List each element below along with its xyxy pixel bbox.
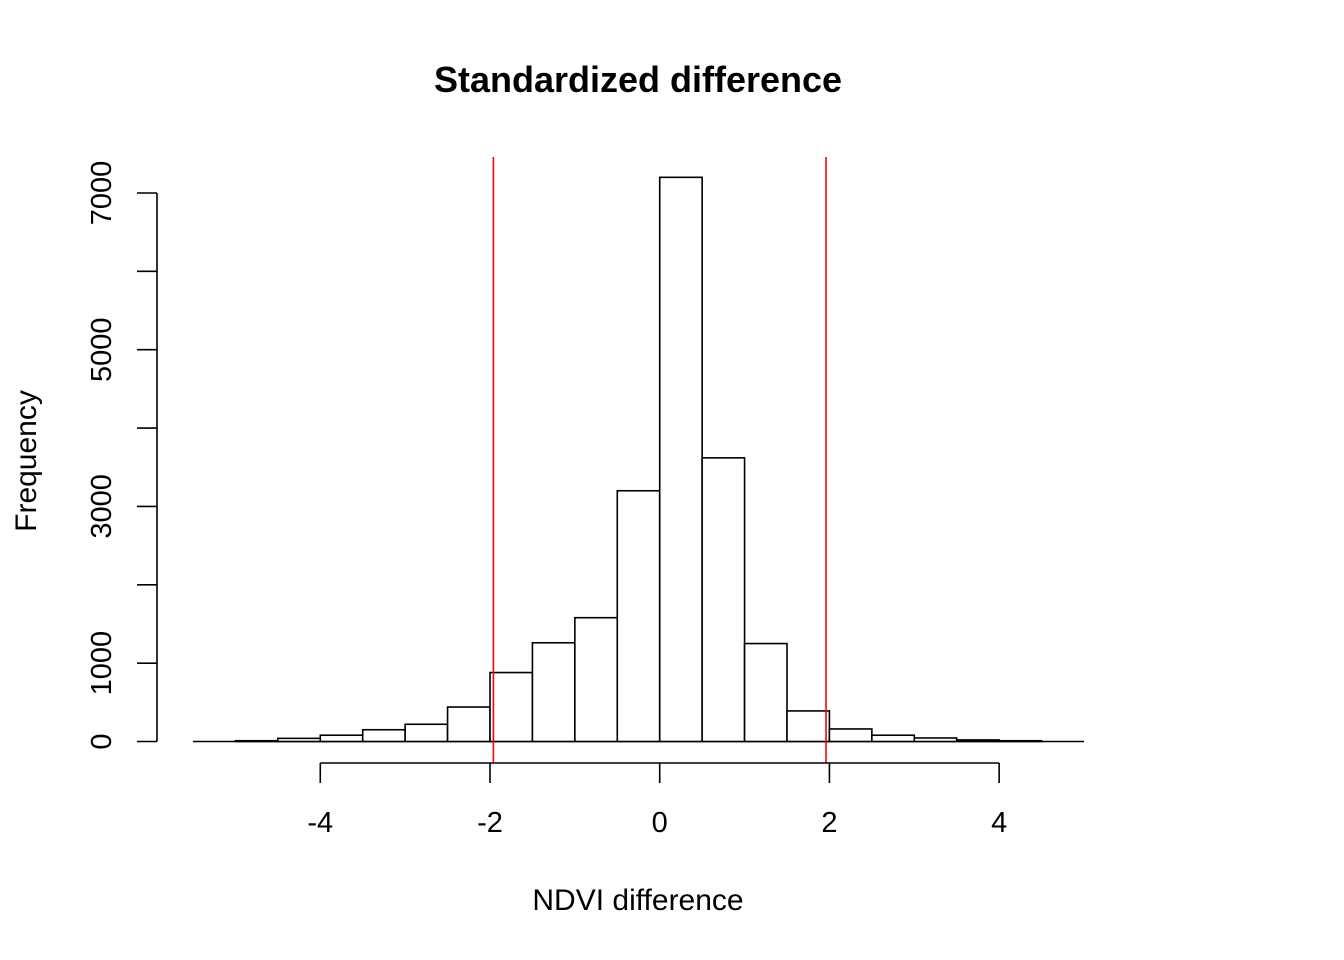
histogram-bar xyxy=(531,641,576,743)
histogram-bar xyxy=(701,457,746,743)
chart-title: Standardized difference xyxy=(434,59,842,100)
histogram-bar xyxy=(319,734,364,743)
histogram-bar xyxy=(361,728,406,743)
y-tick-label: 3000 xyxy=(86,474,118,539)
histogram-bar xyxy=(743,642,788,743)
y-tick-label: 0 xyxy=(86,733,118,749)
x-axis-title: NDVI difference xyxy=(532,884,743,917)
histogram-bar xyxy=(998,739,1043,743)
histogram-bar xyxy=(955,739,1000,743)
bars-group xyxy=(193,176,1084,743)
y-tick-label: 5000 xyxy=(86,317,118,382)
histogram-bar xyxy=(658,176,703,743)
histogram-bar xyxy=(446,706,491,743)
x-tick-label: -4 xyxy=(307,807,333,839)
y-axis-title: Frequency xyxy=(10,390,43,532)
histogram-bar xyxy=(277,737,322,743)
histogram-bar xyxy=(574,616,619,743)
x-tick-label: -2 xyxy=(477,807,503,839)
x-tick-label: 2 xyxy=(821,807,837,839)
histogram-bar xyxy=(404,723,449,743)
histogram-bar xyxy=(871,734,916,743)
x-tick-label: 4 xyxy=(991,807,1007,839)
reference-lines-group xyxy=(492,157,827,763)
x-tick-label: 0 xyxy=(652,807,668,839)
histogram-bar xyxy=(786,710,831,743)
axes-group: -4 -2 0 2 4 0 1000 3000 5000 7000 xyxy=(86,161,1007,839)
histogram-bar xyxy=(616,489,661,743)
histogram-bar xyxy=(913,737,958,743)
histogram-bar xyxy=(828,728,873,743)
y-tick-label: 7000 xyxy=(86,161,118,226)
y-tick-label: 1000 xyxy=(86,631,118,696)
histogram-bar xyxy=(234,739,279,743)
histogram-bar xyxy=(489,671,534,743)
